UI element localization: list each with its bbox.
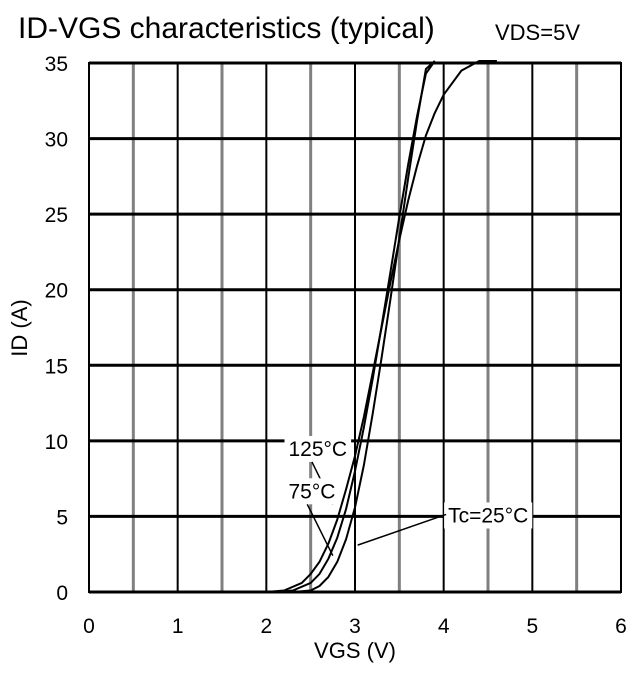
annotation-leader-line [306, 503, 334, 557]
chart-title: ID-VGS characteristics (typical) [18, 12, 435, 45]
x-tick-label: 5 [526, 615, 538, 638]
x-tick-label: 4 [438, 615, 450, 638]
x-tick-label: 0 [83, 615, 95, 638]
x-axis-label: VGS (V) [314, 638, 396, 663]
x-tick-label: 3 [349, 615, 361, 638]
y-tick-label: 20 [45, 280, 68, 303]
y-tick-label: 25 [45, 204, 68, 227]
annotation-label-1: 75°C [289, 480, 336, 503]
y-tick-label: 35 [45, 53, 68, 76]
y-tick-label: 10 [45, 431, 68, 454]
annotation-label-2: Tc=25°C [448, 504, 528, 527]
annotation-background [444, 502, 533, 529]
y-tick-labels: 0 5 10 15 20 25 30 35 [45, 53, 68, 605]
y-axis-label: ID (A) [7, 299, 32, 356]
x-tick-label: 1 [172, 615, 184, 638]
series-lines [266, 60, 497, 593]
series-line-1 [275, 60, 436, 593]
annotation-background [284, 478, 340, 505]
plot-frame [88, 62, 622, 593]
x-tick-label: 2 [260, 615, 272, 638]
annotation-label-0: 125°C [289, 438, 348, 461]
annotation-leader-line [357, 513, 447, 546]
chart-condition: VDS=5V [495, 20, 580, 45]
y-tick-label: 30 [45, 129, 68, 152]
annotation-background [284, 435, 352, 462]
x-tick-labels: 0 1 2 3 4 5 6 [83, 615, 627, 638]
x-tick-label: 6 [615, 615, 627, 638]
minor-gridlines [131, 63, 579, 592]
series-line-2 [292, 60, 436, 593]
y-tick-label: 5 [56, 506, 68, 529]
major-gridlines [88, 61, 622, 594]
annotations: 125°C 75°C Tc=25°C [284, 435, 533, 557]
y-tick-label: 0 [56, 582, 68, 605]
y-tick-label: 15 [45, 355, 68, 378]
